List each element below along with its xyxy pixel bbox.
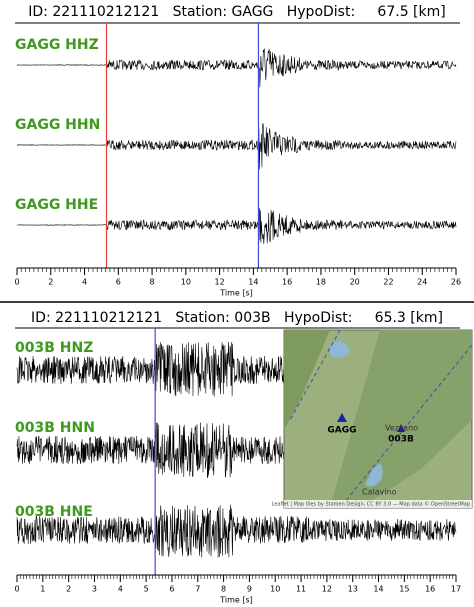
place-label: Calavino (362, 488, 397, 497)
x-tick-label: 14 (373, 585, 383, 594)
x-axis-label: Time [s] (219, 596, 253, 605)
waveform (16, 122, 457, 170)
channel-label: 003B HNZ (15, 340, 93, 356)
x-tick-label: 13 (348, 585, 358, 594)
x-tick-label: 4 (118, 585, 123, 594)
x-tick-label: 9 (247, 585, 252, 594)
x-tick-label: 6 (169, 585, 174, 594)
x-tick-label: 12 (215, 278, 225, 287)
station-label: 003B (388, 435, 414, 445)
x-tick-label: 7 (195, 585, 200, 594)
x-tick-label: 12 (322, 585, 332, 594)
map-lake (330, 341, 350, 358)
x-tick-label: 18 (316, 278, 326, 287)
station-label: GAGG (327, 426, 356, 436)
x-tick-label: 10 (181, 278, 191, 287)
channel-label: 003B HNE (15, 504, 93, 520)
attribution-bg (284, 500, 472, 508)
x-tick-label: 4 (82, 278, 87, 287)
x-tick-label: 2 (48, 278, 53, 287)
x-tick-label: 1 (40, 585, 45, 594)
map-fault (289, 329, 341, 421)
channel-label: GAGG HHZ (15, 37, 99, 53)
waveform (16, 208, 457, 244)
x-tick-label: 8 (221, 585, 226, 594)
x-tick-label: 14 (248, 278, 258, 287)
station-marker (337, 413, 347, 422)
x-tick-label: 24 (417, 278, 427, 287)
map-lake (365, 464, 383, 487)
station-marker (397, 424, 405, 432)
panel-title: ID: 221110212121 Station: 003B HypoDist:… (31, 310, 443, 326)
x-tick-label: 2 (66, 585, 71, 594)
channel-label: GAGG HHN (15, 117, 100, 133)
x-tick-label: 0 (14, 278, 19, 287)
x-tick-label: 6 (116, 278, 121, 287)
waveform (16, 504, 457, 558)
x-tick-label: 15 (399, 585, 409, 594)
x-tick-label: 10 (270, 585, 280, 594)
channel-label: 003B HNN (15, 420, 95, 436)
panel-title: ID: 221110212121 Station: GAGG HypoDist:… (28, 4, 445, 20)
x-tick-label: 16 (282, 278, 292, 287)
x-tick-label: 11 (296, 585, 306, 594)
x-tick-label: 5 (144, 585, 149, 594)
place-label: Vezzano (385, 424, 418, 433)
x-tick-label: 17 (451, 585, 461, 594)
x-tick-label: 22 (383, 278, 393, 287)
x-tick-label: 3 (92, 585, 97, 594)
x-tick-label: 0 (14, 585, 19, 594)
map: GAGG 003B Vezzano Calavino Leaflet | Map… (272, 329, 473, 509)
x-tick-label: 20 (350, 278, 360, 287)
x-tick-label: 26 (451, 278, 461, 287)
x-axis-label: Time [s] (219, 289, 253, 298)
x-tick-label: 8 (150, 278, 155, 287)
x-tick-label: 16 (425, 585, 435, 594)
map-terrain (284, 330, 330, 430)
waveform (16, 48, 457, 88)
map-terrain (330, 330, 472, 508)
channel-label: GAGG HHE (15, 197, 98, 213)
map-attribution: Leaflet | Map tiles by Stamen Design, CC… (272, 501, 470, 508)
